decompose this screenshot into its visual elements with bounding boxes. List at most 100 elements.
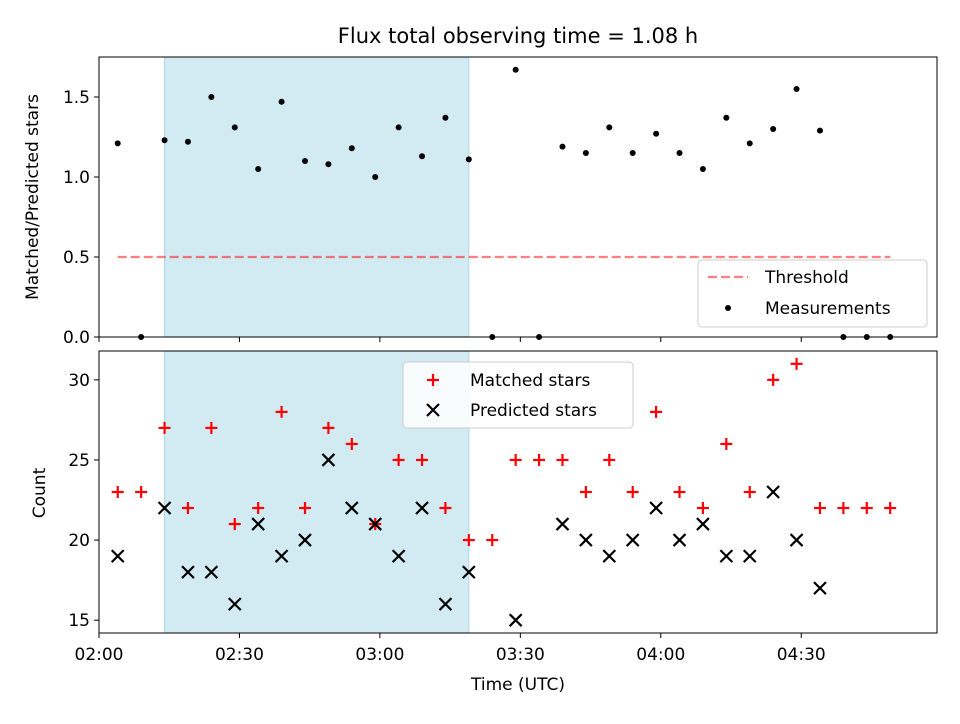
- y-tick-label: 25: [68, 451, 90, 471]
- predicted-star-mark: [227, 597, 242, 611]
- legend-measurement-label: Measurements: [765, 299, 891, 319]
- measurement-point: [395, 124, 402, 131]
- matched-star-point: [509, 453, 522, 466]
- bottom-legend-box: [402, 361, 634, 429]
- measurement-point: [278, 98, 285, 105]
- y-tick-label: 1.0: [63, 168, 90, 188]
- predicted-star-point: [719, 549, 734, 563]
- measurement-point: [629, 150, 636, 156]
- bottom-plot-frame: [98, 350, 938, 634]
- matched-star-point: [135, 486, 148, 498]
- matched-star-point: [556, 453, 569, 466]
- y-tick-label: 20: [68, 531, 90, 551]
- matched-star-point: [486, 534, 499, 547]
- measurement-point: [465, 156, 472, 163]
- matched-star-point: [322, 421, 335, 434]
- matched-star-point: [228, 518, 241, 531]
- matched-star-point: [275, 405, 288, 418]
- bottom-legend: Matched stars Predicted stars: [402, 361, 634, 429]
- measurement-point: [606, 124, 613, 131]
- matched-star-point: [603, 453, 616, 466]
- matched-star-point: [743, 486, 756, 498]
- predicted-star-point: [742, 549, 757, 563]
- measurement-point: [255, 166, 262, 172]
- predicted-star-mark: [321, 453, 336, 467]
- predicted-star-mark: [508, 613, 523, 627]
- y-tick-label: 0.0: [63, 328, 90, 348]
- matched-star-point: [860, 502, 873, 515]
- x-tick-label: 02:00: [75, 645, 124, 665]
- chart-title: Flux total observing time = 1.08 h: [338, 24, 698, 48]
- measurement-point: [653, 130, 660, 137]
- measurement-point: [816, 127, 823, 134]
- predicted-star-mark: [696, 517, 710, 531]
- bottom-y-axis-label: Count: [30, 467, 50, 518]
- predicted-star-point: [579, 533, 593, 547]
- x-axis-label: Time (UTC): [470, 675, 565, 695]
- x-tick-label: 02:30: [215, 645, 264, 665]
- predicted-star-point: [672, 533, 687, 547]
- predicted-star-mark: [555, 517, 570, 531]
- matched-star-point: [181, 502, 194, 515]
- predicted-star-point: [321, 453, 336, 467]
- matched-star-point: [673, 486, 686, 498]
- predicted-star-point: [789, 533, 804, 547]
- predicted-star-point: [345, 501, 359, 515]
- matched-star-point: [298, 502, 311, 515]
- measurement-point: [746, 140, 753, 147]
- measurement-point: [301, 158, 308, 164]
- measurement-point: [582, 150, 589, 156]
- measurement-point: [372, 174, 379, 180]
- predicted-star-point: [298, 533, 312, 547]
- matched-star-point: [533, 453, 546, 466]
- matched-star-point: [790, 357, 803, 370]
- predicted-star-point: [391, 549, 406, 563]
- predicted-star-mark: [251, 517, 265, 531]
- matched-star-point: [884, 502, 897, 515]
- matched-star-point: [720, 437, 733, 450]
- matched-star-point: [579, 486, 592, 498]
- matched-star-point: [813, 502, 826, 515]
- matched-star-point: [650, 405, 663, 418]
- predicted-star-mark: [742, 549, 757, 563]
- legend-predicted-label: Predicted stars: [470, 401, 597, 421]
- predicted-star-mark: [274, 549, 289, 563]
- predicted-star-mark: [719, 549, 734, 563]
- predicted-star-point: [227, 597, 242, 611]
- legend-matched-label: Matched stars: [470, 371, 590, 391]
- measurement-point: [770, 126, 777, 132]
- shaded-interval: [164, 57, 469, 337]
- measurement-point: [161, 137, 168, 144]
- y-tick-label: 30: [68, 371, 90, 391]
- predicted-star-point: [157, 501, 172, 515]
- predicted-star-point: [508, 613, 523, 627]
- y-tick-label: 1.5: [63, 88, 90, 108]
- top-plot-frame: [98, 56, 938, 338]
- predicted-star-point: [204, 565, 219, 579]
- measurement-point: [348, 145, 355, 152]
- measurement-point: [699, 166, 706, 172]
- predicted-star-mark: [345, 501, 359, 515]
- predicted-star-mark: [368, 517, 382, 531]
- measurement-point: [325, 161, 332, 168]
- x-tick-label: 03:00: [355, 645, 404, 665]
- predicted-star-point: [251, 517, 265, 531]
- measurement-point: [559, 143, 566, 150]
- predicted-star-point: [274, 549, 289, 563]
- predicted-star-point: [368, 517, 382, 531]
- predicted-star-point: [602, 549, 617, 563]
- matched-star-point: [205, 421, 218, 434]
- predicted-star-mark: [415, 501, 429, 515]
- matched-star-point: [392, 453, 405, 466]
- matched-star-point: [416, 453, 429, 466]
- predicted-star-mark: [298, 533, 312, 547]
- predicted-star-mark: [789, 533, 804, 547]
- predicted-star-mark: [766, 485, 780, 499]
- measurement-point: [793, 86, 800, 92]
- measurement-point: [419, 153, 426, 160]
- measurement-point: [231, 124, 238, 131]
- predicted-star-mark: [438, 597, 453, 611]
- predicted-star-point: [766, 485, 780, 499]
- predicted-star-mark: [462, 565, 476, 579]
